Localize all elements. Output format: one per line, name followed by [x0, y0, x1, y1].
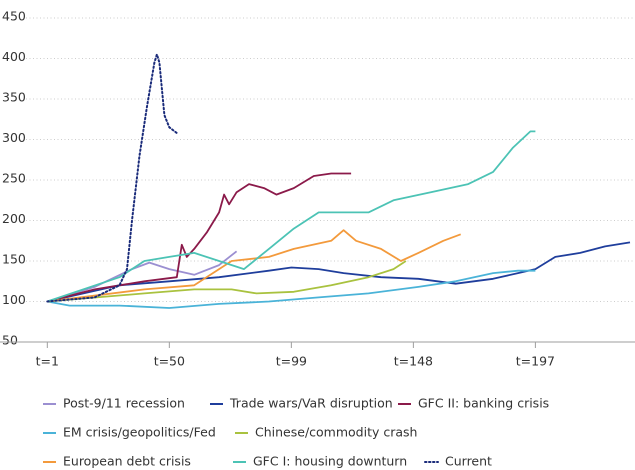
y-tick-label: 350	[2, 90, 26, 105]
legend-label: Trade wars/VaR disruption	[229, 396, 393, 411]
y-tick-label: 450	[2, 9, 26, 24]
line-series	[47, 130, 536, 303]
line-series	[46, 53, 178, 303]
legend-label: European debt crisis	[63, 454, 191, 469]
x-tick-label: t=99	[276, 354, 307, 369]
y-tick-label: 150	[2, 252, 26, 267]
line-series	[47, 269, 536, 309]
legend-label: Post-9/11 recession	[63, 396, 185, 411]
y-tick-label: 100	[2, 292, 26, 307]
y-tick-label: 300	[2, 130, 26, 145]
line-series	[47, 260, 407, 303]
y-tick-label: 250	[2, 171, 26, 186]
y-tick-label: 50	[2, 333, 18, 348]
line-series	[47, 172, 352, 303]
x-tick-label: t=148	[394, 354, 433, 369]
legend-label: Chinese/commodity crash	[255, 425, 417, 440]
legend-label: GFC I: housing downturn	[253, 454, 407, 469]
line-series	[47, 229, 462, 303]
x-tick-label: t=197	[516, 354, 555, 369]
x-tick-label: t=1	[36, 354, 59, 369]
legend-label: GFC II: banking crisis	[418, 396, 549, 411]
line-series	[47, 241, 631, 303]
x-tick-label: t=50	[154, 354, 185, 369]
legend-label: EM crisis/geopolitics/Fed	[63, 425, 216, 440]
legend-label: Current	[445, 454, 492, 469]
y-tick-label: 400	[2, 49, 26, 64]
y-tick-label: 200	[2, 211, 26, 226]
